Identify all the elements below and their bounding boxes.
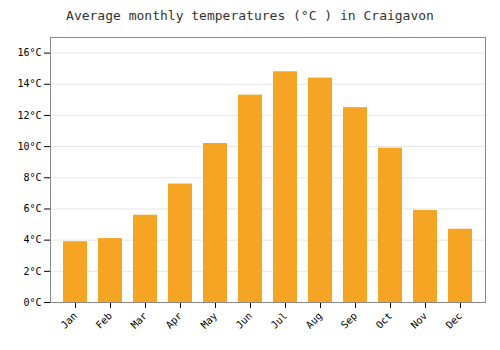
svg-text:Feb: Feb [94, 310, 115, 331]
svg-text:Dec: Dec [444, 310, 465, 331]
svg-text:6°C: 6°C [23, 203, 41, 214]
svg-text:8°C: 8°C [23, 172, 41, 183]
svg-text:Nov: Nov [409, 310, 430, 331]
svg-text:Apr: Apr [164, 310, 185, 331]
svg-text:Jan: Jan [59, 310, 80, 331]
html-text:Average monthly temperatures (: Average monthly temperatures (°C ) in Cr… [66, 8, 434, 23]
svg-text:Mar: Mar [129, 310, 150, 331]
svg-text:0°C: 0°C [23, 297, 41, 308]
svg-text:Jul: Jul [269, 310, 290, 331]
svg-text:Sep: Sep [339, 310, 360, 331]
svg-text:Jun: Jun [234, 310, 255, 331]
svg-text:10°C: 10°C [17, 141, 41, 152]
svg-text:4°C: 4°C [23, 234, 41, 245]
svg-text:14°C: 14°C [17, 78, 41, 89]
svg-text:Oct: Oct [374, 310, 395, 331]
svg-text:2°C: 2°C [23, 266, 41, 277]
svg-text:May: May [199, 310, 220, 331]
svg-text:12°C: 12°C [17, 110, 41, 121]
svg-text:Aug: Aug [304, 310, 325, 331]
svg-text:16°C: 16°C [17, 47, 41, 58]
